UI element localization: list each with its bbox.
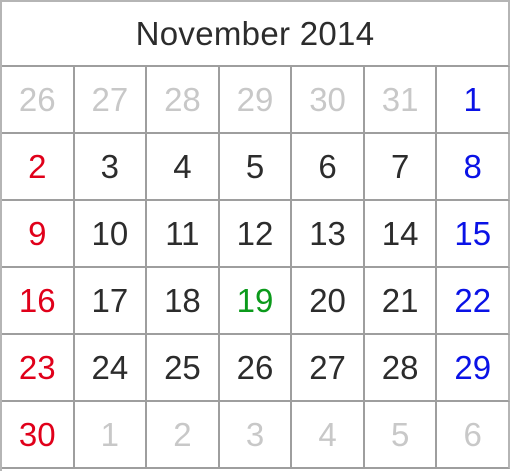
day-cell[interactable]: 15 — [437, 201, 510, 268]
day-cell[interactable]: 28 — [364, 335, 438, 402]
day-cell-today[interactable]: 19 — [219, 268, 293, 335]
day-cell[interactable]: 2 — [2, 134, 75, 201]
day-cell[interactable]: 10 — [74, 201, 148, 268]
day-cell[interactable]: 28 — [147, 67, 220, 134]
day-cell[interactable]: 9 — [2, 201, 75, 268]
day-cell[interactable]: 29 — [219, 67, 293, 134]
day-cell[interactable]: 27 — [292, 335, 365, 402]
day-cell[interactable]: 5 — [219, 134, 293, 201]
day-cell[interactable]: 21 — [364, 268, 438, 335]
day-cell[interactable]: 27 — [74, 67, 148, 134]
day-cell[interactable]: 3 — [219, 402, 293, 469]
day-cell[interactable]: 8 — [437, 134, 510, 201]
day-cell[interactable]: 31 — [364, 67, 438, 134]
day-cell[interactable]: 6 — [437, 402, 510, 469]
day-cell[interactable]: 1 — [74, 402, 148, 469]
day-cell[interactable]: 6 — [292, 134, 365, 201]
day-cell[interactable]: 23 — [2, 335, 75, 402]
day-cell[interactable]: 20 — [292, 268, 365, 335]
day-cell[interactable]: 16 — [2, 268, 75, 335]
day-cell[interactable]: 3 — [74, 134, 148, 201]
day-cell[interactable]: 4 — [292, 402, 365, 469]
day-cell[interactable]: 17 — [74, 268, 148, 335]
day-cell[interactable]: 2 — [147, 402, 220, 469]
calendar-grid: 26 27 28 29 30 31 1 2 3 4 5 6 7 8 9 10 1… — [2, 67, 510, 471]
day-cell[interactable]: 1 — [437, 67, 510, 134]
day-cell[interactable]: 5 — [364, 402, 438, 469]
day-cell[interactable]: 26 — [219, 335, 293, 402]
day-cell[interactable]: 22 — [437, 268, 510, 335]
day-cell[interactable]: 18 — [147, 268, 220, 335]
day-cell[interactable]: 29 — [437, 335, 510, 402]
day-cell[interactable]: 24 — [74, 335, 148, 402]
day-cell[interactable]: 11 — [147, 201, 220, 268]
day-cell[interactable]: 13 — [292, 201, 365, 268]
day-cell[interactable]: 26 — [2, 67, 75, 134]
day-cell[interactable]: 14 — [364, 201, 438, 268]
month-title: November 2014 — [2, 2, 510, 67]
day-cell[interactable]: 30 — [2, 402, 75, 469]
day-cell[interactable]: 12 — [219, 201, 293, 268]
day-cell[interactable]: 25 — [147, 335, 220, 402]
day-cell[interactable]: 7 — [364, 134, 438, 201]
day-cell[interactable]: 30 — [292, 67, 365, 134]
day-cell[interactable]: 4 — [147, 134, 220, 201]
